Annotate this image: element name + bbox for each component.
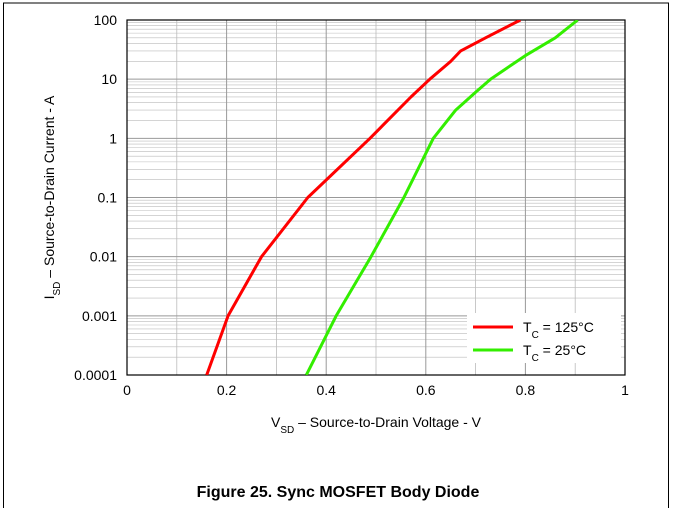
legend-label: TC = 125°C <box>523 319 594 341</box>
x-tick-label: 0.2 <box>217 382 237 398</box>
legend-label-text: = 25°C <box>539 342 586 358</box>
y-tick-label: 0.1 <box>98 190 118 206</box>
legend-box <box>467 313 621 363</box>
y-axis-label-sub: SD <box>52 282 63 296</box>
x-axis-label: VSD – Source-to-Drain Voltage - V <box>271 414 482 436</box>
x-axis-label-sub: SD <box>280 425 294 436</box>
legend-label-symbol: T <box>523 342 532 358</box>
y-tick-label: 0.01 <box>90 249 117 265</box>
legend-label-symbol: T <box>523 319 532 335</box>
legend-label-sub: C <box>532 353 539 364</box>
y-axis-label-text: – Source-to-Drain Current - A <box>41 95 57 282</box>
y-axis-label-symbol: I <box>41 295 57 299</box>
x-tick-label: 0.6 <box>416 382 436 398</box>
x-tick-label: 0 <box>123 382 131 398</box>
y-tick-label: 1 <box>109 130 117 146</box>
y-tick-label: 100 <box>94 12 118 28</box>
plot-border <box>126 19 626 376</box>
x-axis-label-symbol: V <box>271 414 281 430</box>
y-tick-label: 10 <box>101 71 117 87</box>
x-axis-label-text: – Source-to-Drain Voltage - V <box>294 414 481 430</box>
x-tick-label: 0.4 <box>316 382 336 398</box>
y-axis-label: ISD – Source-to-Drain Current - A <box>41 95 63 299</box>
legend-label-sub: C <box>532 330 539 341</box>
legend-label: TC = 25°C <box>523 342 586 364</box>
chart-title: Figure 25. Sync MOSFET Body Diode <box>197 484 480 501</box>
y-tick-label: 0.0001 <box>74 367 117 383</box>
y-tick-label: 0.001 <box>82 308 117 324</box>
legend-label-text: = 125°C <box>539 319 594 335</box>
series-line <box>304 20 579 375</box>
series-line <box>205 20 522 375</box>
x-tick-label: 0.8 <box>516 382 536 398</box>
x-tick-label: 1 <box>621 382 629 398</box>
